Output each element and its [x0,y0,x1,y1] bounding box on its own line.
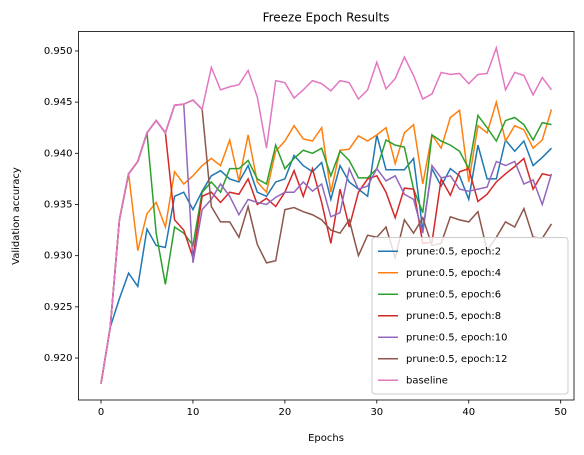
legend-label: prune:0.5, epoch:2 [406,246,501,257]
x-axis-label: Epochs [308,433,344,444]
legend-box [371,237,569,395]
y-tick-label: 0.940 [44,148,73,159]
x-tick-label: 50 [554,407,567,418]
series-line [100,113,552,384]
legend-label: prune:0.5, epoch:10 [406,332,507,343]
y-tick-label: 0.930 [44,251,73,262]
chart-title: Freeze Epoch Results [263,11,390,25]
x-tick-label: 40 [462,407,475,418]
y-tick-label: 0.920 [44,353,73,364]
legend-label: prune:0.5, epoch:6 [406,289,501,300]
series-line [100,134,553,384]
legend-label: prune:0.5, epoch:4 [406,268,501,279]
y-axis-label: Validation accuracy [11,167,22,265]
y-tick-label: 0.935 [44,199,73,210]
legend-label: prune:0.5, epoch:12 [406,354,507,365]
series-line [100,45,553,384]
y-tick-label: 0.945 [44,97,73,108]
plot-frame [78,31,575,401]
x-tick-label: 0 [98,407,104,418]
legend-label: baseline [406,375,448,386]
x-tick-label: 20 [279,407,292,418]
x-tick-label: 30 [370,407,383,418]
y-tick-label: 0.925 [44,302,73,313]
legend-label: prune:0.5, epoch:8 [406,311,501,322]
y-tick-label: 0.950 [44,46,73,57]
series-line [100,119,552,384]
x-tick-label: 10 [187,407,200,418]
